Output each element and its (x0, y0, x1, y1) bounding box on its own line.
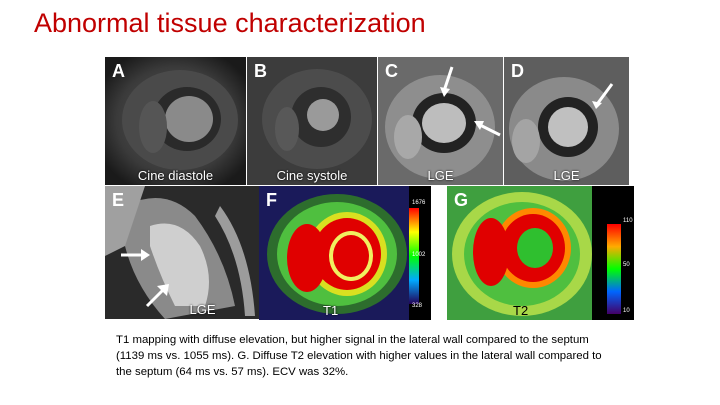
arrow-icon (474, 121, 501, 137)
panel-c-lge: C LGE (378, 57, 503, 185)
mri-image-c (378, 57, 503, 185)
t2-scale-mid: 50 (623, 262, 630, 268)
panel-letter: A (112, 61, 125, 81)
panel-caption: T2 (513, 303, 529, 318)
panel-letter: E (112, 190, 125, 210)
panel-letter: F (266, 190, 277, 210)
arrow-icon (440, 66, 454, 97)
panel-e-lge: E LGE (105, 186, 260, 319)
panel-caption: LGE (553, 168, 580, 183)
panel-letter: C (385, 61, 398, 81)
t2-scale-min: 10 (623, 308, 630, 314)
mri-image-d (504, 57, 629, 185)
t1-scale-max: 1676 (412, 200, 426, 206)
mri-image-e (105, 186, 260, 319)
t1-scale-min: 328 (412, 303, 423, 309)
panel-a-cine-diastole: A Cine diastole (105, 57, 246, 185)
panel-letter: B (254, 61, 267, 81)
panel-caption: LGE (427, 168, 454, 183)
t2-color-scale (607, 224, 621, 314)
t2-scale-max: 110 (623, 218, 633, 224)
t2-map-image (447, 186, 634, 320)
arrow-icon (121, 249, 150, 261)
t1-color-scale (409, 208, 419, 304)
panel-letter: D (511, 61, 524, 81)
t1-map-image (259, 186, 431, 320)
mri-image-b (247, 57, 377, 185)
arrow-icon (592, 83, 614, 109)
panel-f-t1-map: 1676 1002 328 F T1 (259, 186, 431, 320)
panel-g-t2-map: 110 50 10 G T2 (447, 186, 634, 320)
panel-b-cine-systole: B Cine systole (247, 57, 377, 185)
figure-caption: T1 mapping with diffuse elevation, but h… (116, 334, 602, 378)
panel-d-lge: D LGE (504, 57, 629, 185)
arrow-icon (145, 284, 169, 308)
t1-scale-mid: 1002 (412, 252, 426, 258)
panel-caption: LGE (189, 302, 216, 317)
mri-image-a (105, 57, 246, 185)
panel-caption: T1 (323, 303, 339, 318)
panel-caption: Cine systole (276, 168, 348, 183)
panel-letter: G (454, 190, 469, 210)
panel-caption: Cine diastole (137, 168, 214, 183)
slide-title: Abnormal tissue characterization (34, 8, 426, 38)
